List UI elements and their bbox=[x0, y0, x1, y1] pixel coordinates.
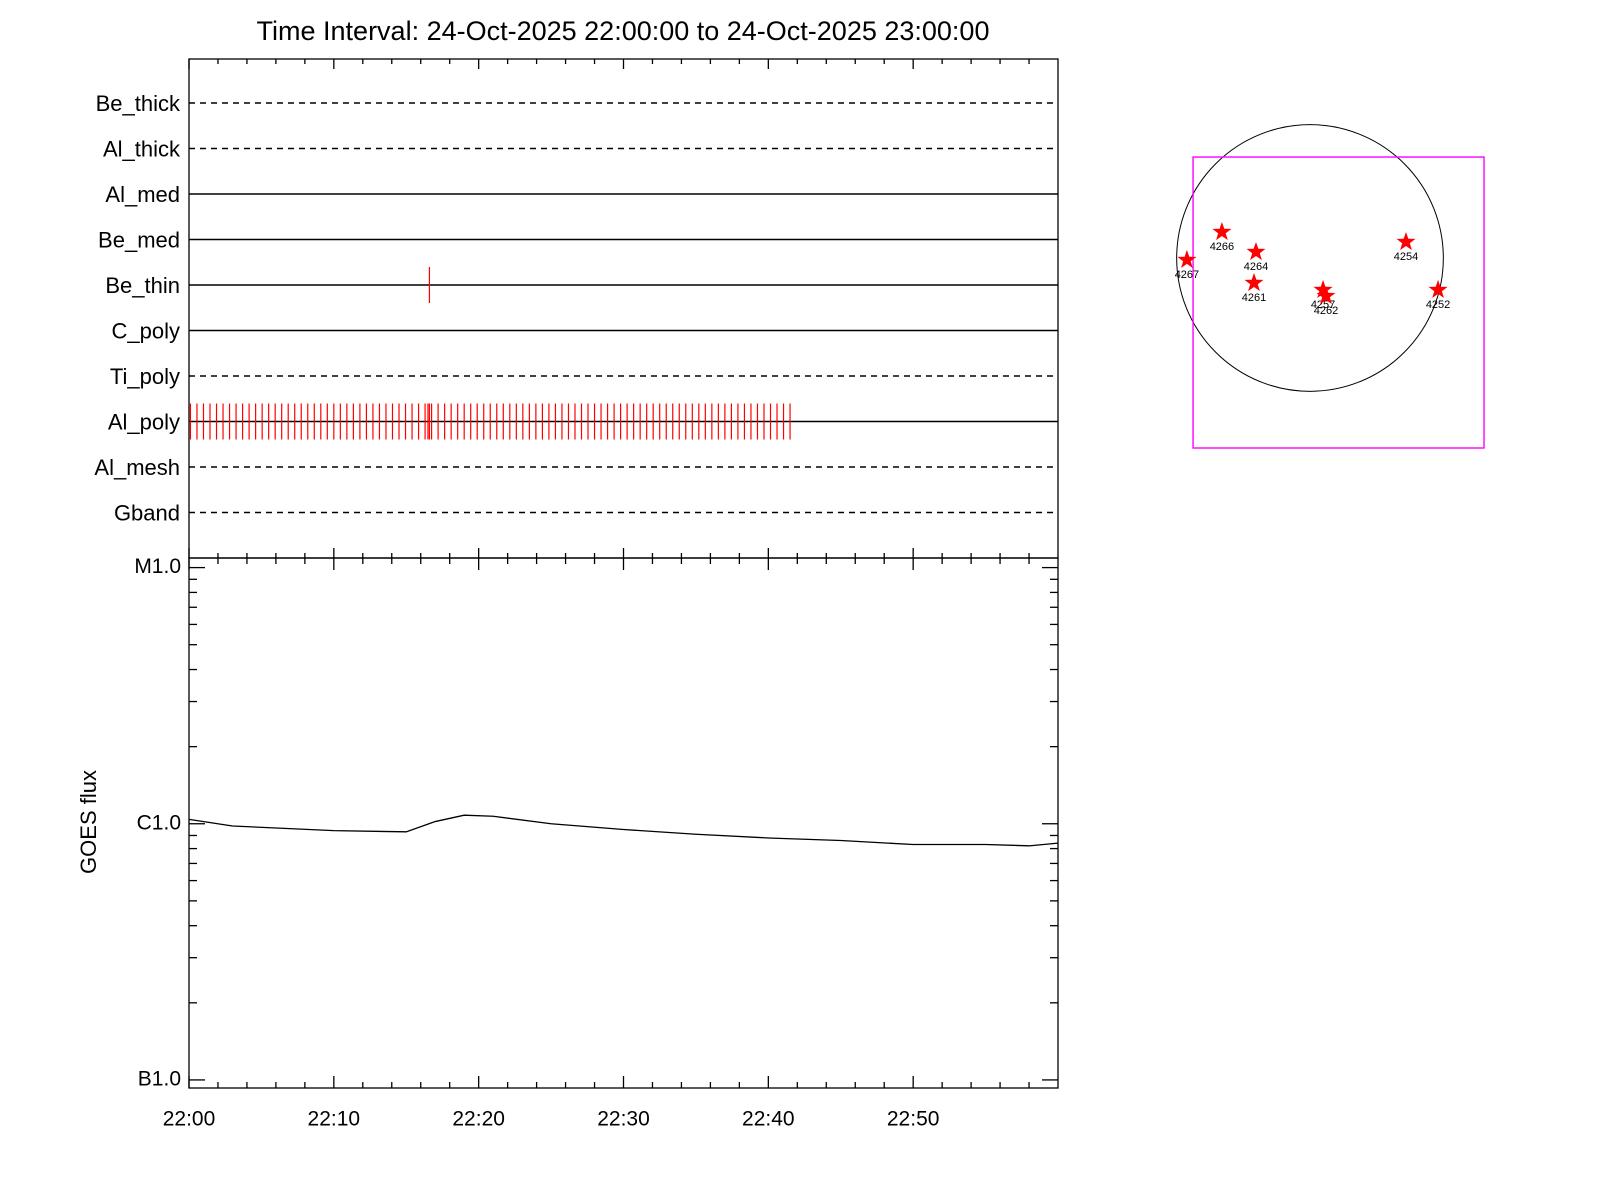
y-tick-label: C1.0 bbox=[137, 811, 181, 834]
region-label: 4252 bbox=[1426, 299, 1450, 311]
filter-label: Al_thick bbox=[103, 136, 181, 161]
y-tick-label: B1.0 bbox=[138, 1067, 181, 1090]
x-tick-label: 22:40 bbox=[742, 1108, 795, 1131]
region-marker bbox=[1396, 232, 1416, 251]
x-tick-label: 22:50 bbox=[887, 1108, 940, 1131]
region-label: 4264 bbox=[1244, 261, 1268, 273]
region-label: 4261 bbox=[1242, 292, 1266, 304]
region-marker bbox=[1313, 279, 1333, 298]
panel-frame bbox=[188, 557, 1059, 1089]
filter-label: Gband bbox=[114, 500, 180, 525]
y-axis-label: GOES flux bbox=[76, 770, 101, 874]
region-label: 4262 bbox=[1314, 305, 1338, 317]
region-marker bbox=[1244, 273, 1264, 292]
x-tick-label: 22:00 bbox=[163, 1108, 216, 1131]
panel-frame bbox=[188, 58, 1059, 559]
region-marker bbox=[1316, 286, 1336, 305]
region-label: 4267 bbox=[1175, 269, 1199, 281]
filter-label: Ti_poly bbox=[110, 364, 180, 389]
filter-label: Al_poly bbox=[108, 409, 180, 434]
x-tick-label: 22:30 bbox=[597, 1108, 650, 1131]
region-marker bbox=[1246, 242, 1266, 261]
filter-label: Al_med bbox=[105, 182, 180, 207]
x-tick-label: 22:10 bbox=[308, 1108, 361, 1131]
goes-curve bbox=[188, 814, 1059, 847]
x-tick-label: 22:20 bbox=[452, 1108, 505, 1131]
chart-title: Time Interval: 24-Oct-2025 22:00:00 to 2… bbox=[257, 16, 990, 46]
region-marker bbox=[1428, 279, 1448, 298]
filter-label: Al_mesh bbox=[94, 455, 180, 480]
filter-label: Be_thin bbox=[105, 273, 180, 298]
region-marker bbox=[1177, 249, 1197, 268]
region-label: 4266 bbox=[1210, 241, 1234, 253]
region-marker bbox=[1212, 222, 1232, 241]
region-label: 4254 bbox=[1394, 251, 1418, 263]
y-tick-label: M1.0 bbox=[134, 555, 181, 578]
field-of-view bbox=[1192, 156, 1485, 449]
solar-disk bbox=[1176, 124, 1444, 392]
filter-label: C_poly bbox=[112, 318, 180, 343]
filter-label: Be_thick bbox=[96, 91, 181, 116]
filter-label: Be_med bbox=[98, 227, 180, 252]
